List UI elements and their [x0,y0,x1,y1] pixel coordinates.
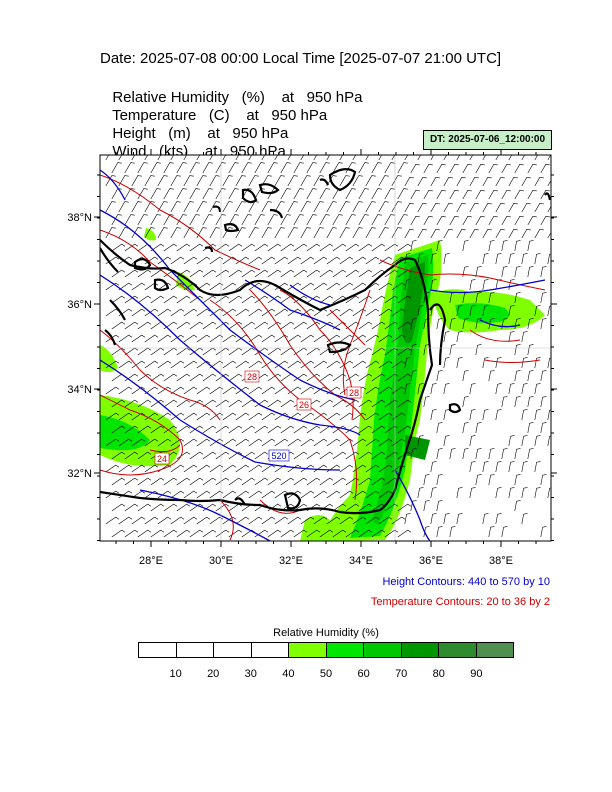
contour-label-3: 24 [155,453,169,464]
colorbar-label-80: 80 [433,668,445,680]
lon-tick-28: 28°E [139,555,163,567]
colorbar [138,642,514,658]
colorbar-segment-8 [439,643,477,657]
lat-tick-32: 32°N [67,468,92,480]
svg-text:28: 28 [247,372,257,382]
colorbar-segment-0 [139,643,177,657]
svg-text:24: 24 [157,454,167,464]
colorbar-segment-2 [214,643,252,657]
height-contours-info: Height Contours: 440 to 570 by 10 [382,576,550,588]
lat-tick-36: 36°N [67,299,92,311]
colorbar-segment-3 [252,643,290,657]
colorbar-label-50: 50 [320,668,332,680]
lon-tick-32: 32°E [279,555,303,567]
colorbar-segment-1 [177,643,215,657]
lat-tick-34: 34°N [67,384,92,396]
colorbar-label-90: 90 [470,668,482,680]
colorbar-label-20: 20 [207,668,219,680]
svg-text:28: 28 [349,388,359,398]
svg-text:26: 26 [299,400,309,410]
lon-tick-38: 38°E [489,555,513,567]
colorbar-segment-5 [327,643,365,657]
contour-label-5: 520 [269,450,289,461]
lon-tick-36: 36°E [419,555,443,567]
lon-tick-30: 30°E [209,555,233,567]
colorbar-label-70: 70 [395,668,407,680]
colorbar-label-30: 30 [245,668,257,680]
colorbar-label-60: 60 [357,668,369,680]
svg-text:520: 520 [271,451,286,461]
colorbar-segment-9 [477,643,514,657]
colorbar-title: Relative Humidity (%) [138,627,514,639]
colorbar-segment-6 [364,643,402,657]
colorbar-segment-7 [402,643,440,657]
contour-label-2: 26 [297,399,311,410]
lon-tick-labels: 28°E 30°E 32°E 34°E 36°E 38°E [139,555,513,567]
lat-tick-labels: 32°N 34°N 36°N 38°N [67,212,92,480]
colorbar-label-10: 10 [169,668,181,680]
colorbar-label-40: 40 [282,668,294,680]
contour-label-4: 28 [347,387,361,398]
lon-tick-34: 34°E [349,555,373,567]
temperature-contours-info: Temperature Contours: 20 to 36 by 2 [371,596,550,608]
lat-tick-38: 38°N [67,212,92,224]
contour-label-1: 28 [245,371,259,382]
colorbar-segment-4 [289,643,327,657]
